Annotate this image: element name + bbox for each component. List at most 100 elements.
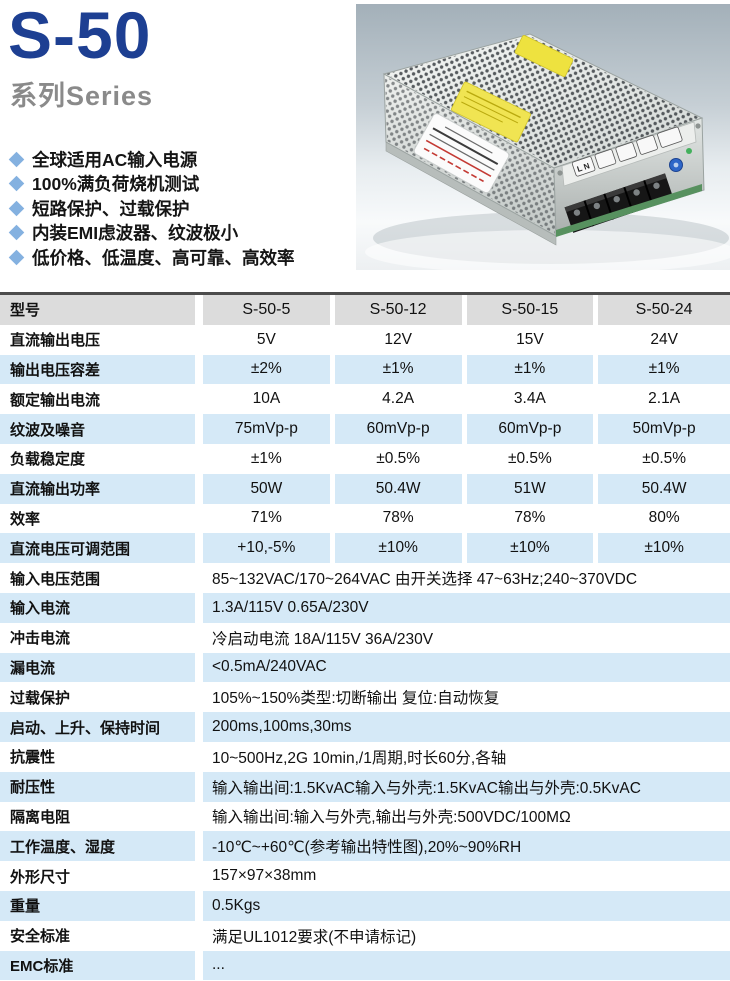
potentiometer-slot xyxy=(673,162,679,168)
spec-value-cell: ±10% xyxy=(334,533,467,564)
feature-list: 全球适用AC输入电源 100%满负荷烧机测试 短路保护、过载保护 内装EMI虑波… xyxy=(8,147,295,270)
terminal-screw xyxy=(653,182,660,189)
spec-row-label: 耐压性 xyxy=(0,771,203,802)
psu-illustration: L N xyxy=(356,4,730,274)
spec-value-cell: 满足UL1012要求(不申请标记) xyxy=(212,928,417,946)
header-row-label: 型号 xyxy=(0,295,203,325)
spec-row-label: 效率 xyxy=(0,503,203,534)
spec-value-cell: ±1% xyxy=(466,354,599,385)
spec-table: 型号 S-50-5 S-50-12 S-50-15 S-50-24 直流输出电压 5V 12V… xyxy=(0,292,730,981)
case-screw xyxy=(557,170,563,176)
feature-text: 短路保护、过载保护 xyxy=(32,198,190,219)
terminal-label-text: L N xyxy=(576,161,591,174)
table-row: 工作温度、湿度 -10℃~+60℃(参考输出特性图),20%~90%RH xyxy=(0,831,730,862)
feature-item: 短路保护、过载保护 xyxy=(8,196,295,221)
spec-value-cell: 71% xyxy=(203,503,335,534)
terminal-end-face: L N xyxy=(553,117,705,237)
table-row: 效率 71% 78% 78% 80% xyxy=(0,503,730,534)
table-row: 输出电压容差 ±2% ±1% ±1% ±1% xyxy=(0,354,730,385)
spec-value-cell: 输入输出间:1.5KvAC输入与外壳:1.5KvAC输出与外壳:0.5KvAC xyxy=(203,771,730,802)
spec-value-cell: ±1% xyxy=(334,354,467,385)
spec-value-cell: 24V xyxy=(650,330,678,348)
feature-text: 100%满负荷烧机测试 xyxy=(32,174,200,195)
spec-value-cell: ... xyxy=(203,950,730,981)
table-row: 直流输出功率 50W 50.4W 51W 50.4W xyxy=(0,473,730,504)
table-row: 型号 S-50-5 S-50-12 S-50-15 S-50-24 xyxy=(0,295,730,325)
table-row: 安全标准 满足UL1012要求(不申请标记) xyxy=(0,920,730,951)
terminal-screw xyxy=(593,202,601,210)
feature-item: 低价格、低温度、高可靠、高效率 xyxy=(8,245,295,270)
spec-value-cell: ±1% xyxy=(203,443,335,474)
spec-row-label: 冲击电流 xyxy=(0,622,203,653)
spec-row-label: 直流电压可调范围 xyxy=(0,533,203,564)
spec-value-cell: 50.4W xyxy=(598,473,730,504)
spec-sticker xyxy=(413,113,510,194)
spec-row-label: 抗震性 xyxy=(0,741,203,772)
table-row: 直流输出电压 5V 12V 15V 24V xyxy=(0,324,730,355)
table-row: 额定输出电流 10A 4.2A 3.4A 2.1A xyxy=(0,384,730,415)
surface-highlight xyxy=(365,230,730,274)
spec-value-cell: ±0.5% xyxy=(642,449,687,467)
spec-value-cell: 冷启动电流 18A/115V 36A/230V xyxy=(212,630,434,648)
page-title: S-50 xyxy=(8,0,152,72)
spec-value-cell: <0.5mA/240VAC xyxy=(203,652,730,683)
yellow-sticker-small xyxy=(514,35,574,77)
table-row: 纹波及噪音 75mVp-p 60mVp-p 60mVp-p 50mVp-p xyxy=(0,414,730,444)
model-column-header: S-50-5 xyxy=(203,295,335,325)
spec-value-cell: 105%~150%类型:切断输出 复位:自动恢复 xyxy=(212,690,500,708)
table-row: 输入电压范围 85~132VAC/170~264VAC 由开关选择 47~63Hz… xyxy=(0,563,730,593)
case-screw xyxy=(695,123,701,129)
spec-value-cell: 50W xyxy=(203,473,335,504)
spec-row-label: 直流输出电压 xyxy=(0,324,203,355)
spec-value-cell: 85~132VAC/170~264VAC 由开关选择 47~63Hz;240~3… xyxy=(212,571,638,589)
spec-value-cell: 15V xyxy=(467,324,599,355)
spec-row-label: 直流输出功率 xyxy=(0,473,203,504)
model-column-header: S-50-12 xyxy=(334,295,467,325)
spec-value-cell: ±0.5% xyxy=(467,443,599,474)
diamond-bullet-icon xyxy=(8,200,25,217)
table-row: 漏电流 <0.5mA/240VAC xyxy=(0,652,730,683)
spec-row-label: EMC标准 xyxy=(0,950,203,981)
feature-item: 100%满负荷烧机测试 xyxy=(8,172,295,197)
spec-value-cell: 200ms,100ms,30ms xyxy=(203,712,730,742)
spec-value-cell: 输入输出间:输入与外壳,输出与外壳:500VDC/100MΩ xyxy=(212,809,571,827)
spec-row-label: 安全标准 xyxy=(0,920,203,951)
spec-row-label: 漏电流 xyxy=(0,652,203,683)
terminal-block xyxy=(564,173,674,233)
diamond-bullet-icon xyxy=(8,175,25,192)
spec-row-label: 隔离电阻 xyxy=(0,801,203,832)
table-row: 抗震性 10~500Hz,2G 10min,/1周期,时长60分,各轴 xyxy=(0,741,730,772)
terminal-screw xyxy=(613,195,620,203)
spec-row-label: 输入电压范围 xyxy=(0,563,203,593)
table-row: 外形尺寸 157×97×38mm xyxy=(0,861,730,891)
spec-value-cell: 80% xyxy=(648,509,680,527)
terminal-screw xyxy=(573,209,581,216)
table-row: 重量 0.5Kgs xyxy=(0,890,730,921)
feature-text: 全球适用AC输入电源 xyxy=(32,149,198,170)
spec-row-label: 负载稳定度 xyxy=(0,443,203,474)
power-led xyxy=(686,148,692,154)
product-photo: L N xyxy=(356,4,730,274)
spec-value-cell: 12V xyxy=(335,324,467,355)
spec-value-cell: 75mVp-p xyxy=(203,414,335,444)
spec-row-label: 外形尺寸 xyxy=(0,861,203,891)
spec-value-cell: ±10% xyxy=(598,533,730,564)
spec-row-label: 工作温度、湿度 xyxy=(0,831,203,862)
table-row: 冲击电流 冷启动电流 18A/115V 36A/230V xyxy=(0,622,730,653)
feature-item: 内装EMI虑波器、纹波极小 xyxy=(8,221,295,246)
spec-value-cell: 60mVp-p xyxy=(466,414,599,444)
spec-row-label: 启动、上升、保持时间 xyxy=(0,712,203,742)
spec-value-cell: 157×97×38mm xyxy=(212,867,317,885)
spec-row-label: 纹波及噪音 xyxy=(0,414,203,444)
spec-value-cell: ±0.5% xyxy=(335,443,467,474)
spec-value-cell: 51W xyxy=(466,473,599,504)
spec-value-cell: 60mVp-p xyxy=(334,414,467,444)
model-column-header: S-50-24 xyxy=(598,295,730,325)
spec-value-cell: 10~500Hz,2G 10min,/1周期,时长60分,各轴 xyxy=(212,749,507,767)
spec-value-cell: +10,-5% xyxy=(203,533,335,564)
spec-value-cell: 3.4A xyxy=(467,384,599,415)
table-row: 启动、上升、保持时间 200ms,100ms,30ms xyxy=(0,712,730,742)
spec-value-cell: ±1% xyxy=(598,354,730,385)
page-subtitle: 系列Series xyxy=(10,81,154,111)
table-row: 过载保护 105%~150%类型:切断输出 复位:自动恢复 xyxy=(0,682,730,713)
